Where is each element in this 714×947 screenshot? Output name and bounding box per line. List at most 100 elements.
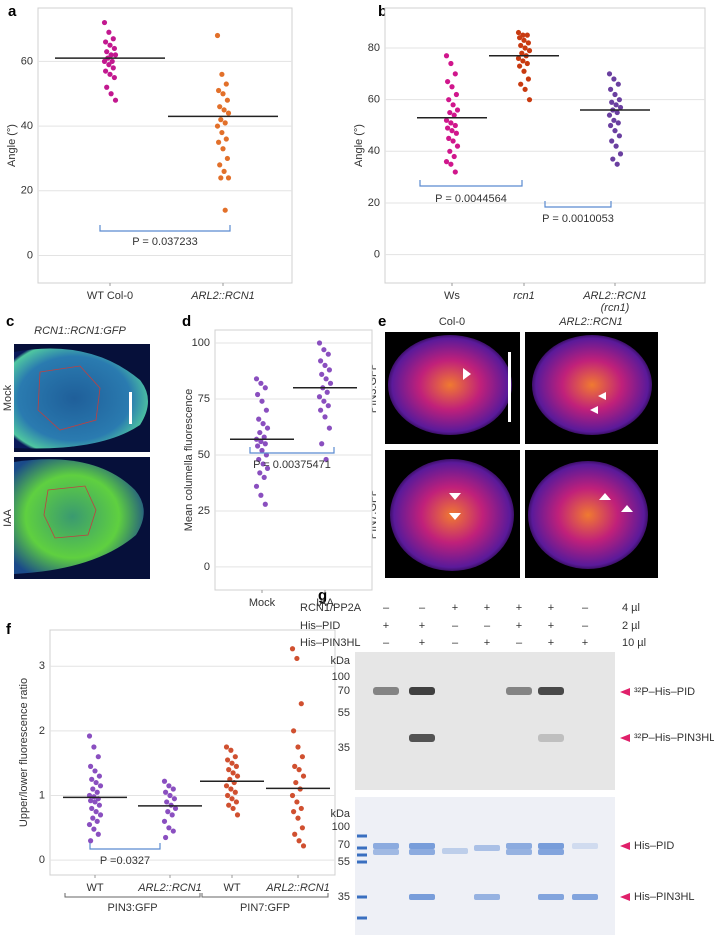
data-point [92,768,98,774]
data-point [608,122,614,129]
data-point [170,828,176,834]
panel-letter: f [6,621,12,638]
data-point [163,834,169,841]
group-label: PIN7:GFP [240,902,290,914]
band [373,687,399,695]
lane-sign: + [419,620,425,632]
y-tick-label: 50 [198,449,210,461]
band-arrow [620,688,630,696]
group-bracket [201,893,329,898]
y-tick-label: 20 [21,185,33,197]
y-axis-title: Mean columella fluorescence [183,389,195,531]
cell-shape [14,459,144,574]
lane-sign: + [419,637,425,649]
data-point [612,128,618,134]
plot-frame [37,7,293,284]
lane-sign: – [484,620,491,632]
data-point [253,483,260,489]
lane-sign: + [516,602,522,614]
data-point [446,135,452,141]
data-point [161,818,168,824]
data-point [522,86,528,92]
data-point [107,71,113,77]
lane-sign: – [516,637,523,649]
data-point [86,733,93,739]
data-point [89,805,95,812]
data-point [447,109,453,116]
data-point [104,49,110,55]
lane-sign: + [582,637,588,649]
micrographs [385,0,658,578]
y-tick-label: 25 [198,505,210,517]
significance-bracket [89,843,161,850]
panel-letter: c [6,313,14,330]
data-point [233,763,239,769]
data-point [452,122,458,129]
data-point [220,146,226,152]
coomassie-gel [355,797,615,935]
band [409,734,435,742]
data-point [450,138,456,144]
lane-sign: + [548,602,554,614]
data-point [233,799,239,805]
band-arrow [620,842,630,850]
data-point [264,425,271,431]
data-point [258,438,264,445]
data-point [106,62,112,68]
data-point [296,838,302,844]
data-point [526,48,533,54]
marker-band [357,846,367,850]
data-point [289,646,296,652]
data-point [259,398,265,404]
data-point [111,45,117,52]
data-point [609,99,615,105]
lane-sign: + [484,602,490,614]
data-point [443,53,450,59]
marker-band [357,916,367,920]
band [538,849,564,855]
x-tick-label: IAA [316,597,334,609]
data-point [259,447,265,454]
row-label: His–PID [300,620,340,632]
y-axis-title: Angle (°) [353,124,365,167]
data-point [229,760,235,766]
data-point [319,371,325,377]
data-point [443,117,450,123]
cell-shape [528,461,648,569]
band-label: ³²P–His–PID [634,686,695,698]
data-point [316,394,323,400]
y-tick-label: 75 [198,393,210,405]
y-tick-label: 0 [39,854,45,866]
band [572,843,598,849]
column-label: Col-0 [439,316,465,328]
marker-band [357,853,367,857]
autoradiograph [355,652,615,790]
data-point [613,102,619,108]
data-point [91,744,97,750]
data-point [452,169,458,175]
data-point [319,441,325,447]
kda-marker: 70 [338,839,350,851]
x-tick-label: ARL2::RCN1 [582,290,647,302]
band-arrow [620,893,630,901]
data-point [232,789,238,795]
marker-band [357,860,367,864]
data-point [101,19,108,26]
amount-label: 4 µl [622,602,640,614]
data-point [222,120,228,126]
band [538,894,564,900]
data-point [446,97,452,103]
lane-sign: – [383,602,390,614]
data-point [86,821,93,828]
data-point [111,74,117,81]
lane-sign: – [452,620,459,632]
data-point [445,125,451,131]
data-point [90,815,96,821]
data-point [298,701,304,707]
lane-sign: – [582,620,589,632]
data-point [225,792,231,799]
x-tick-label: (rcn1) [601,302,630,314]
data-point [225,757,231,763]
amount-label: 10 µl [622,637,646,649]
